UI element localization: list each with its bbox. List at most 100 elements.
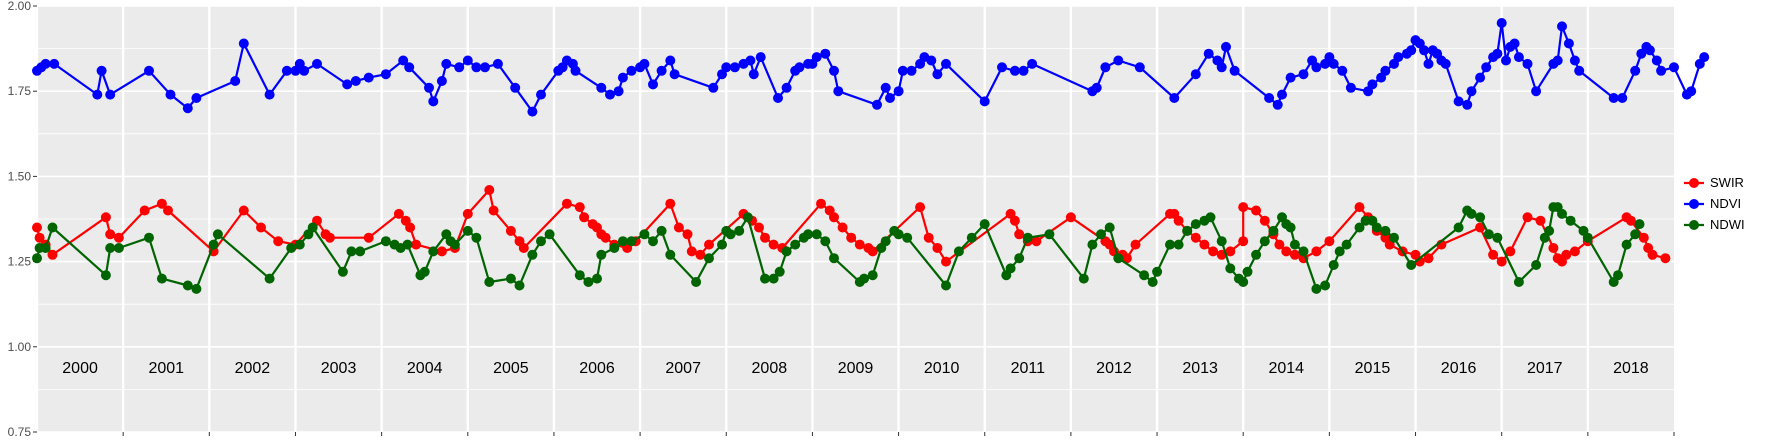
data-point xyxy=(436,76,447,86)
data-point xyxy=(1113,55,1124,66)
data-point xyxy=(488,205,499,216)
data-point xyxy=(829,212,839,223)
series-layer xyxy=(32,18,1710,294)
data-point xyxy=(979,96,990,107)
data-point xyxy=(398,55,409,66)
data-point xyxy=(1242,266,1253,277)
data-point xyxy=(1531,260,1542,270)
data-point xyxy=(1134,62,1145,73)
data-point xyxy=(484,185,495,195)
data-point xyxy=(1014,253,1025,264)
data-point xyxy=(471,62,482,73)
data-point xyxy=(441,58,452,69)
data-point xyxy=(346,246,357,257)
data-point xyxy=(238,205,249,216)
y-tick-label: 1.00 xyxy=(8,340,32,354)
data-point xyxy=(1647,249,1658,260)
data-point xyxy=(505,273,516,284)
data-point xyxy=(561,198,572,209)
data-point xyxy=(536,89,546,100)
data-point xyxy=(49,58,60,69)
data-point xyxy=(1173,215,1184,226)
data-point xyxy=(1216,236,1227,247)
data-point xyxy=(286,243,297,253)
data-point xyxy=(820,48,831,59)
data-point xyxy=(363,232,374,243)
year-label: 2001 xyxy=(148,360,184,377)
data-point xyxy=(1027,58,1038,69)
data-point xyxy=(1251,249,1262,260)
data-point xyxy=(299,65,310,76)
data-point xyxy=(1354,202,1365,213)
data-point xyxy=(1544,225,1555,236)
data-point xyxy=(1328,58,1339,69)
data-point xyxy=(691,277,702,287)
data-point xyxy=(1630,65,1641,76)
data-point xyxy=(1475,72,1486,83)
data-point xyxy=(436,246,447,257)
data-point xyxy=(1044,229,1055,240)
legend-label: SWIR xyxy=(1710,175,1744,190)
data-point xyxy=(1104,222,1115,233)
data-point xyxy=(1354,222,1365,233)
data-point xyxy=(411,239,422,250)
data-point xyxy=(734,225,745,236)
data-point xyxy=(941,256,951,267)
y-tick-label: 2.00 xyxy=(8,0,32,13)
data-point xyxy=(885,93,895,103)
data-point xyxy=(100,212,111,223)
data-point xyxy=(182,103,193,114)
data-point xyxy=(1557,208,1567,219)
data-point xyxy=(803,229,814,240)
year-label: 2003 xyxy=(321,360,357,377)
data-point xyxy=(1636,48,1647,59)
data-point xyxy=(1238,277,1249,287)
data-point xyxy=(402,239,413,250)
data-point xyxy=(1345,82,1356,93)
data-point xyxy=(1065,212,1076,223)
data-point xyxy=(665,55,676,66)
data-point xyxy=(790,239,801,250)
data-point xyxy=(1501,55,1511,66)
data-point xyxy=(505,225,516,236)
data-point xyxy=(32,222,42,233)
data-point xyxy=(794,62,805,73)
data-point xyxy=(760,232,770,243)
data-point xyxy=(1229,65,1240,76)
legend-key-marker xyxy=(1689,199,1699,209)
data-point xyxy=(294,239,305,250)
data-point xyxy=(1139,270,1150,281)
series-swir xyxy=(32,185,1671,267)
data-point xyxy=(510,82,521,93)
data-point xyxy=(1492,48,1503,59)
data-point xyxy=(1190,219,1201,230)
data-point xyxy=(867,270,878,281)
data-point xyxy=(1371,222,1382,233)
data-point xyxy=(768,239,779,250)
data-point xyxy=(462,55,473,66)
data-point xyxy=(1453,96,1464,107)
data-point xyxy=(1651,55,1662,66)
data-point xyxy=(105,243,116,253)
data-point xyxy=(380,236,391,247)
year-label: 2018 xyxy=(1613,360,1649,377)
data-point xyxy=(1087,239,1098,250)
data-point xyxy=(592,273,602,284)
data-point xyxy=(745,55,756,66)
data-point xyxy=(1481,62,1492,73)
year-label: 2013 xyxy=(1182,360,1218,377)
data-point xyxy=(1617,93,1628,103)
data-point xyxy=(1298,246,1309,257)
data-point xyxy=(1380,65,1391,76)
data-point xyxy=(574,270,585,281)
data-point xyxy=(281,65,292,76)
data-point xyxy=(1488,249,1499,260)
data-point xyxy=(264,273,275,284)
data-point xyxy=(669,69,680,80)
data-point xyxy=(1475,212,1486,223)
data-point xyxy=(1096,229,1106,240)
data-point xyxy=(1208,246,1219,257)
data-point xyxy=(704,239,714,250)
data-point xyxy=(1699,52,1710,63)
data-point xyxy=(941,280,951,291)
